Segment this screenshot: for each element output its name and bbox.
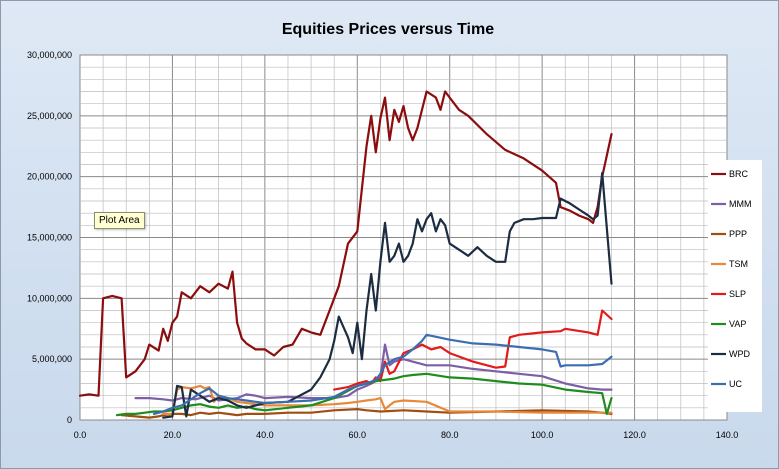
chart-title: Equities Prices versus Time bbox=[282, 21, 494, 38]
series-line-uc[interactable] bbox=[152, 333, 613, 415]
x-tick-label: 100.0 bbox=[531, 430, 554, 440]
x-tick-label: 40.0 bbox=[256, 430, 274, 440]
series-group bbox=[78, 90, 613, 419]
x-tick-label: 80.0 bbox=[441, 430, 459, 440]
legend-box bbox=[708, 160, 762, 412]
legend-label: BRC bbox=[729, 169, 749, 179]
x-tick-label: 120.0 bbox=[623, 430, 646, 440]
series-line-mmm[interactable] bbox=[134, 343, 613, 402]
y-tick-label: 0 bbox=[67, 415, 72, 425]
legend-label: WPD bbox=[729, 349, 750, 359]
legend-label: SLP bbox=[729, 289, 746, 299]
plot-area-tooltip: Plot Area bbox=[94, 212, 145, 229]
legend-label: UC bbox=[729, 379, 742, 389]
y-tick-label: 15,000,000 bbox=[27, 233, 72, 243]
axes: 0 5,000,000 10,000,000 15,000,000 20,000,000… bbox=[27, 50, 738, 440]
series-line-wpd[interactable] bbox=[162, 171, 613, 419]
legend[interactable]: BRC MMM PPP TSM SLP VAP WPD UC bbox=[708, 160, 762, 412]
y-tick-label: 20,000,000 bbox=[27, 172, 72, 182]
legend-label: TSM bbox=[729, 259, 748, 269]
y-tick-label: 10,000,000 bbox=[27, 293, 72, 303]
x-tick-label: 140.0 bbox=[716, 430, 739, 440]
x-tick-label: 60.0 bbox=[349, 430, 367, 440]
legend-label: VAP bbox=[729, 319, 746, 329]
x-tick-label: 0.0 bbox=[74, 430, 87, 440]
y-tick-label: 25,000,000 bbox=[27, 111, 72, 121]
y-tick-label: 5,000,000 bbox=[32, 354, 72, 364]
y-tick-label: 30,000,000 bbox=[27, 50, 72, 60]
x-tick-label: 20.0 bbox=[164, 430, 182, 440]
legend-label: MMM bbox=[729, 199, 752, 209]
series-line-brc[interactable] bbox=[78, 90, 613, 397]
legend-label: PPP bbox=[729, 229, 747, 239]
